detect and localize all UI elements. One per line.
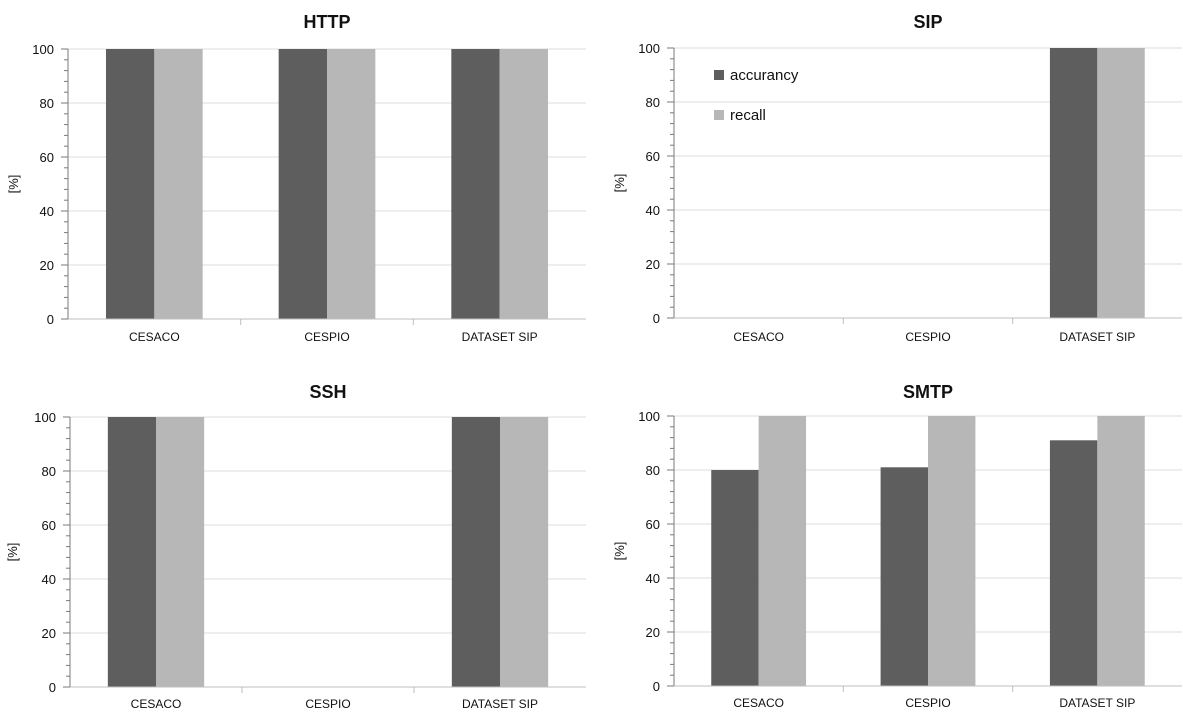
y-tick-label: 0 xyxy=(653,311,660,326)
y-tick-label: 40 xyxy=(646,571,660,586)
chart-title: SIP xyxy=(913,12,942,32)
y-tick-label: 0 xyxy=(653,679,660,694)
y-tick-label: 40 xyxy=(40,204,54,219)
y-tick-label: 20 xyxy=(40,258,54,273)
x-tick-label: CESACO xyxy=(131,697,182,711)
bar-accurancy xyxy=(880,467,928,686)
x-tick-label: CESPIO xyxy=(905,330,950,344)
bar-recall xyxy=(156,417,205,687)
y-tick-label: 100 xyxy=(32,42,54,57)
legend-label: recall xyxy=(730,107,766,124)
x-tick-label: CESACO xyxy=(733,330,784,344)
bar-accurancy xyxy=(278,49,327,319)
x-tick-label: CESPIO xyxy=(305,697,350,711)
y-tick-label: 100 xyxy=(638,409,660,424)
y-tick-label: 80 xyxy=(40,96,54,111)
chart-title: HTTP xyxy=(304,12,351,32)
y-tick-label: 20 xyxy=(646,257,660,272)
y-tick-label: 60 xyxy=(646,517,660,532)
y-tick-label: 80 xyxy=(646,463,660,478)
chart-title: SMTP xyxy=(903,382,953,402)
x-tick-label: CESPIO xyxy=(905,696,950,710)
x-tick-label: DATASET SIP xyxy=(1059,696,1135,710)
smtp-chart: 0 20 40 60 80 100 CESACO CESPIO DATASET SIP SMTP [… xyxy=(612,382,1182,710)
x-tick-label: DATASET SIP xyxy=(462,697,538,711)
y-tick-label: 20 xyxy=(646,625,660,640)
bar-recall xyxy=(154,49,203,319)
x-tick-label: DATASET SIP xyxy=(462,330,538,344)
legend-swatch xyxy=(714,110,724,120)
y-axis-label: [%] xyxy=(5,543,20,562)
bar-accurancy xyxy=(1049,48,1098,318)
y-tick-label: 0 xyxy=(47,312,54,327)
sip-chart: 0 20 40 60 80 100 CESACO CESPIO DATASET SIP SIP [%… xyxy=(612,12,1182,344)
y-tick-label: 100 xyxy=(34,410,56,425)
y-tick-label: 60 xyxy=(646,149,660,164)
http-chart: 0 20 40 60 80 100 CESACO CESPIO DATASET SIP HTTP [… xyxy=(6,12,586,344)
x-tick-label: CESPIO xyxy=(304,330,349,344)
y-tick-label: 100 xyxy=(638,41,660,56)
y-tick-label: 40 xyxy=(42,572,56,587)
legend-swatch xyxy=(714,70,724,80)
y-axis-label: [%] xyxy=(6,175,21,194)
ssh-chart: 0 20 40 60 80 100 CESACO CESPIO DATASET SIP SSH [%… xyxy=(5,382,586,711)
bar-accurancy xyxy=(1049,440,1098,686)
bar-recall xyxy=(1097,48,1145,318)
y-tick-label: 60 xyxy=(42,518,56,533)
bar-accurancy xyxy=(107,417,156,687)
bar-recall xyxy=(500,417,549,687)
y-tick-label: 0 xyxy=(49,680,56,695)
bar-recall xyxy=(758,416,807,686)
y-tick-label: 80 xyxy=(42,464,56,479)
bar-recall xyxy=(928,416,976,686)
bar-accurancy xyxy=(451,417,500,687)
y-tick-label: 80 xyxy=(646,95,660,110)
x-tick-label: CESACO xyxy=(733,696,784,710)
y-tick-label: 60 xyxy=(40,150,54,165)
chart-title: SSH xyxy=(309,382,346,402)
bar-recall xyxy=(1097,416,1145,686)
y-axis-label: [%] xyxy=(612,174,627,193)
y-axis-label: [%] xyxy=(612,542,627,561)
x-tick-label: CESACO xyxy=(129,330,180,344)
legend-label: accurancy xyxy=(730,67,799,84)
bar-recall xyxy=(499,49,549,319)
bar-accurancy xyxy=(711,470,759,686)
bar-accurancy xyxy=(105,49,155,319)
x-tick-label: DATASET SIP xyxy=(1059,330,1135,344)
y-tick-label: 40 xyxy=(646,203,660,218)
bar-accurancy xyxy=(451,49,500,319)
y-tick-label: 20 xyxy=(42,626,56,641)
bar-recall xyxy=(327,49,376,319)
